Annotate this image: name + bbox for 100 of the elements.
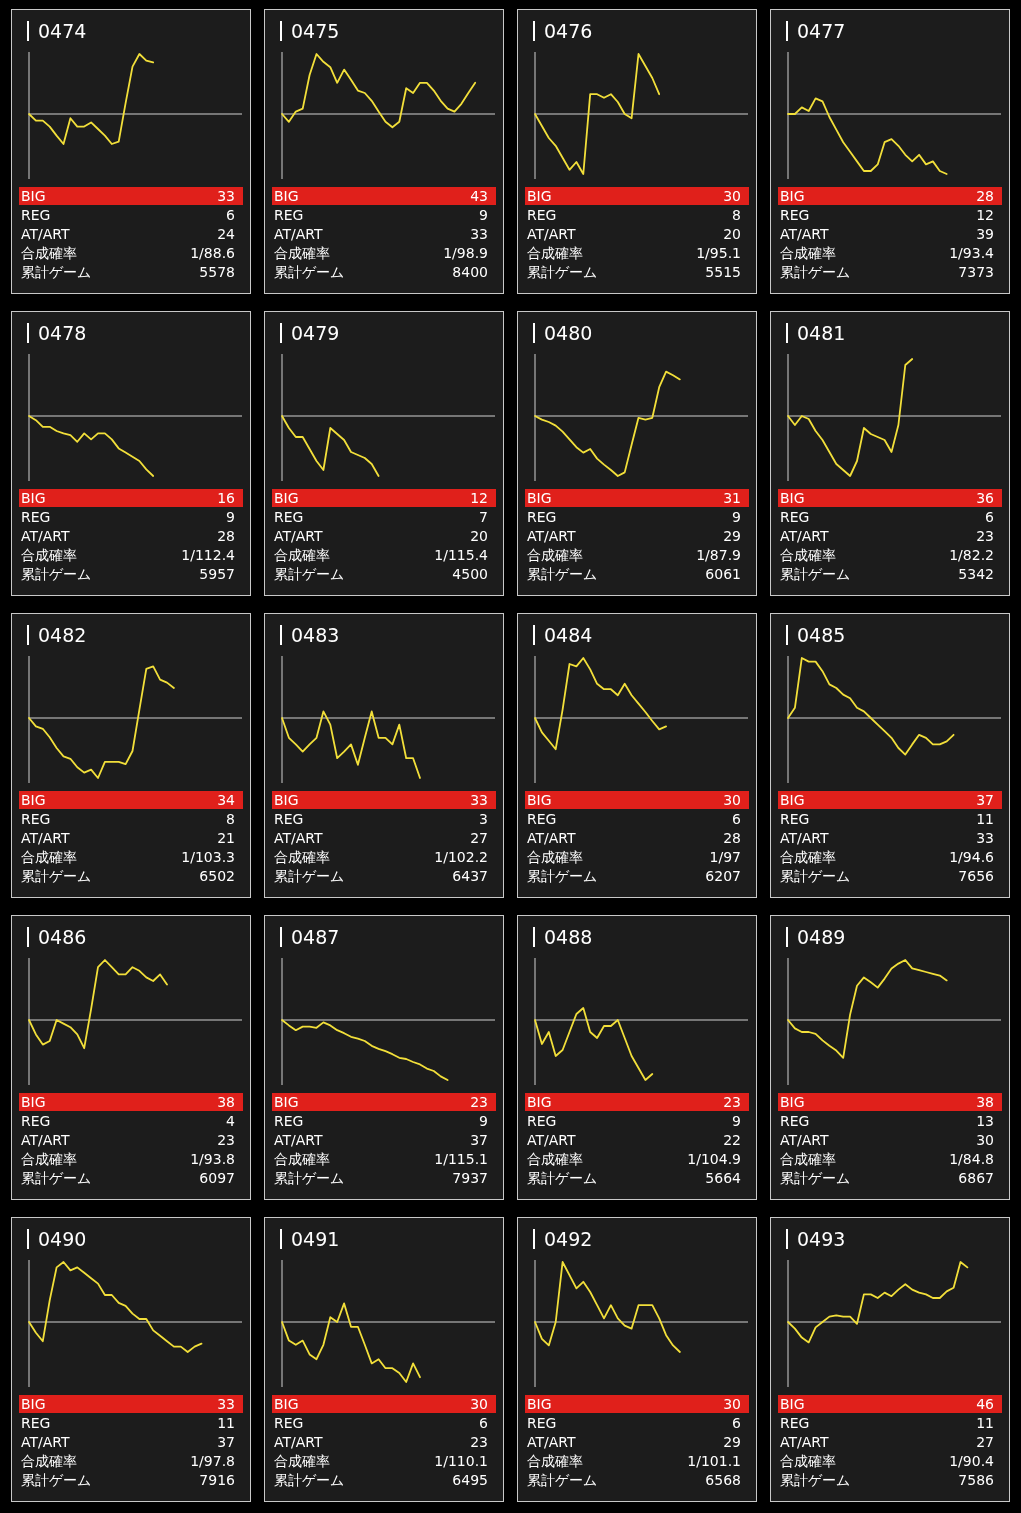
text: 1/112.4	[181, 547, 236, 563]
chart-title: 0483	[291, 624, 340, 646]
text: 23	[976, 528, 994, 544]
text: 累計ゲーム	[527, 566, 597, 582]
text: 5515	[705, 264, 741, 280]
text: REG	[527, 811, 557, 827]
text: 6	[479, 1415, 489, 1431]
text: 1/93.4	[949, 245, 995, 261]
text: AT/ART	[780, 1132, 830, 1148]
text: 合成確率	[527, 245, 583, 261]
text: AT/ART	[780, 1434, 830, 1450]
text: 累計ゲーム	[780, 264, 850, 280]
text: 38	[217, 1094, 235, 1110]
text: 33	[217, 188, 235, 204]
text: 27	[470, 830, 488, 846]
text: 累計ゲーム	[21, 1472, 91, 1488]
text: 30	[723, 188, 741, 204]
text: 33	[976, 830, 994, 846]
text: REG	[274, 509, 304, 525]
text: 6502	[199, 868, 235, 884]
text: 1/97.8	[190, 1453, 235, 1469]
text: 6097	[199, 1170, 235, 1186]
text: 7916	[199, 1472, 236, 1488]
text: 16	[217, 490, 236, 506]
text: 34	[217, 792, 236, 808]
text: 11	[217, 1415, 235, 1431]
text: 38	[976, 1094, 994, 1110]
text: 累計ゲーム	[780, 566, 850, 582]
text: AT/ART	[274, 226, 324, 242]
text: 9	[732, 509, 741, 525]
chart-title: 0476	[544, 20, 593, 42]
text: 合成確率	[780, 245, 836, 261]
text: 6207	[705, 868, 741, 884]
text: 7373	[958, 264, 994, 280]
text: AT/ART	[527, 1132, 577, 1148]
text: 37	[470, 1132, 488, 1148]
text: 6568	[705, 1472, 741, 1488]
text: BIG	[527, 792, 552, 808]
text: AT/ART	[527, 1434, 577, 1450]
text: 合成確率	[21, 1151, 77, 1167]
text: 1/98.9	[443, 245, 488, 261]
text: 9	[479, 207, 488, 223]
text: AT/ART	[527, 528, 577, 544]
text: 累計ゲーム	[274, 1170, 344, 1186]
text: 33	[470, 226, 488, 242]
text: REG	[274, 811, 304, 827]
text: 27	[976, 1434, 994, 1450]
text: 合成確率	[21, 1453, 77, 1469]
text: 1/97	[709, 849, 741, 865]
text: AT/ART	[780, 226, 830, 242]
text: 30	[976, 1132, 994, 1148]
text: REG	[21, 207, 51, 223]
text: AT/ART	[527, 830, 577, 846]
text: BIG	[274, 188, 299, 204]
chart-title: 0474	[38, 20, 87, 42]
text: 30	[723, 792, 741, 808]
text: 7656	[958, 868, 995, 884]
text: 28	[217, 528, 235, 544]
text: 46	[976, 1396, 995, 1412]
text: 累計ゲーム	[780, 1170, 850, 1186]
text: REG	[527, 207, 557, 223]
text: 累計ゲーム	[274, 868, 344, 884]
text: 1/115.4	[434, 547, 489, 563]
text: AT/ART	[274, 830, 324, 846]
text: BIG	[780, 490, 805, 506]
text: 9	[226, 509, 235, 525]
text: 合成確率	[527, 849, 583, 865]
text: 6061	[705, 566, 741, 582]
text: 合成確率	[780, 547, 836, 563]
text: 11	[976, 811, 994, 827]
chart-title: 0484	[544, 624, 593, 646]
text: 合成確率	[274, 1151, 330, 1167]
text: BIG	[780, 792, 805, 808]
text: 4	[226, 1113, 236, 1129]
text: BIG	[780, 1094, 805, 1110]
text: 23	[723, 1094, 741, 1110]
text: 6	[985, 509, 995, 525]
text: 23	[470, 1434, 488, 1450]
text: 合成確率	[527, 1453, 583, 1469]
text: 1/94.6	[949, 849, 995, 865]
text: 6867	[958, 1170, 994, 1186]
text: 6495	[452, 1472, 488, 1488]
chart-title: 0482	[38, 624, 87, 646]
text: 6437	[452, 868, 488, 884]
chart-title: 0479	[291, 322, 340, 344]
chart-title: 0477	[797, 20, 846, 42]
text: 5342	[958, 566, 994, 582]
text: 7586	[958, 1472, 995, 1488]
text: 累計ゲーム	[780, 868, 850, 884]
text: 1/101.1	[687, 1453, 741, 1469]
text: 合成確率	[527, 547, 583, 563]
text: AT/ART	[527, 226, 577, 242]
text: 累計ゲーム	[527, 1170, 597, 1186]
text: 9	[732, 1113, 741, 1129]
text: 37	[217, 1434, 235, 1450]
text: BIG	[780, 188, 805, 204]
text: 8400	[452, 264, 488, 280]
text: BIG	[527, 1396, 552, 1412]
text: AT/ART	[274, 1434, 324, 1450]
chart-title: 0491	[291, 1228, 340, 1250]
